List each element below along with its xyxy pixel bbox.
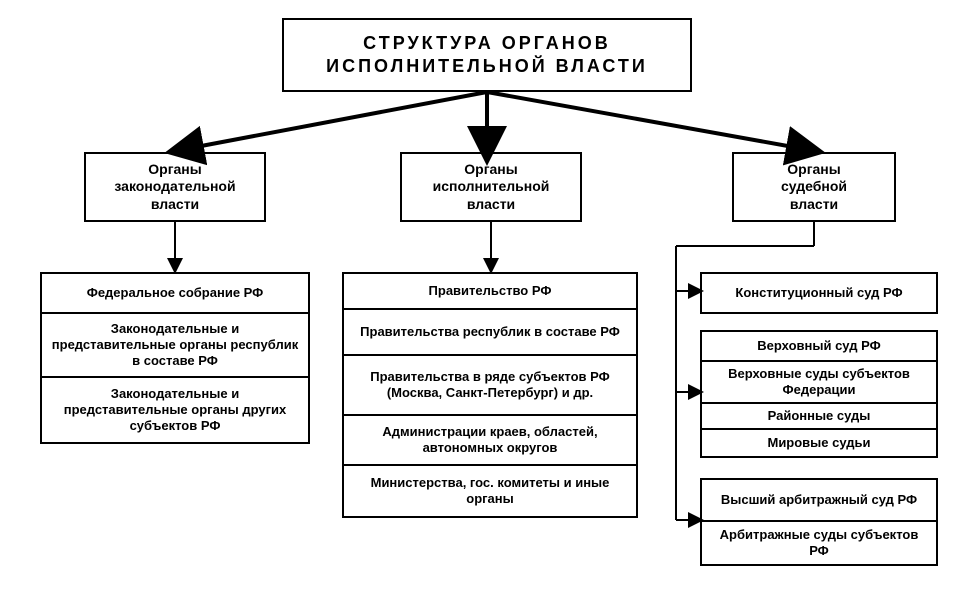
branch-executive: Органыисполнительнойвласти	[400, 152, 582, 222]
branch-label-line: Органы	[781, 161, 847, 179]
branch-legislative: Органызаконодательнойвласти	[84, 152, 266, 222]
stack-cell: Правительства в ряде субъектов РФ (Москв…	[344, 356, 636, 416]
stack-cell: Конституционный суд РФ	[702, 274, 936, 312]
stack-cell: Верховный суд РФ	[702, 332, 936, 362]
branch-label-line: власти	[114, 196, 235, 214]
stack-judicial-arbitration: Высший арбитражный суд РФАрбитражные суд…	[700, 478, 938, 566]
stack-cell: Правительства республик в составе РФ	[344, 310, 636, 356]
branch-label-line: власти	[781, 196, 847, 214]
branch-label-line: Органы	[433, 161, 550, 179]
stack-judicial-general: Верховный суд РФВерховные суды субъектов…	[700, 330, 938, 458]
title-line2: ИСПОЛНИТЕЛЬНОЙ ВЛАСТИ	[326, 55, 648, 78]
stack-judicial-constitutional: Конституционный суд РФ	[700, 272, 938, 314]
branch-label-line: судебной	[781, 178, 847, 196]
title-line1: СТРУКТУРА ОРГАНОВ	[326, 32, 648, 55]
diagram-title: СТРУКТУРА ОРГАНОВ ИСПОЛНИТЕЛЬНОЙ ВЛАСТИ	[282, 18, 692, 92]
stack-cell: Высший арбитражный суд РФ	[702, 480, 936, 522]
stack-cell: Мировые судьи	[702, 430, 936, 456]
branch-label-line: законодательной	[114, 178, 235, 196]
stack-cell: Законодательные и представительные орган…	[42, 378, 308, 442]
stack-cell: Министерства, гос. комитеты и иные орган…	[344, 466, 636, 516]
branch-label-line: Органы	[114, 161, 235, 179]
stack-cell: Федеральное собрание РФ	[42, 274, 308, 314]
stack-cell: Верховные суды субъектов Федерации	[702, 362, 936, 404]
stack-cell: Арбитражные суды субъектов РФ	[702, 522, 936, 564]
stack-executive: Правительство РФПравительства республик …	[342, 272, 638, 518]
stack-cell: Администрации краев, областей, автономны…	[344, 416, 636, 466]
branch-label-line: власти	[433, 196, 550, 214]
stack-legislative: Федеральное собрание РФЗаконодательные и…	[40, 272, 310, 444]
branch-judicial: Органысудебнойвласти	[732, 152, 896, 222]
stack-cell: Правительство РФ	[344, 274, 636, 310]
branch-label-line: исполнительной	[433, 178, 550, 196]
stack-cell: Законодательные и представительные орган…	[42, 314, 308, 378]
stack-cell: Районные суды	[702, 404, 936, 430]
